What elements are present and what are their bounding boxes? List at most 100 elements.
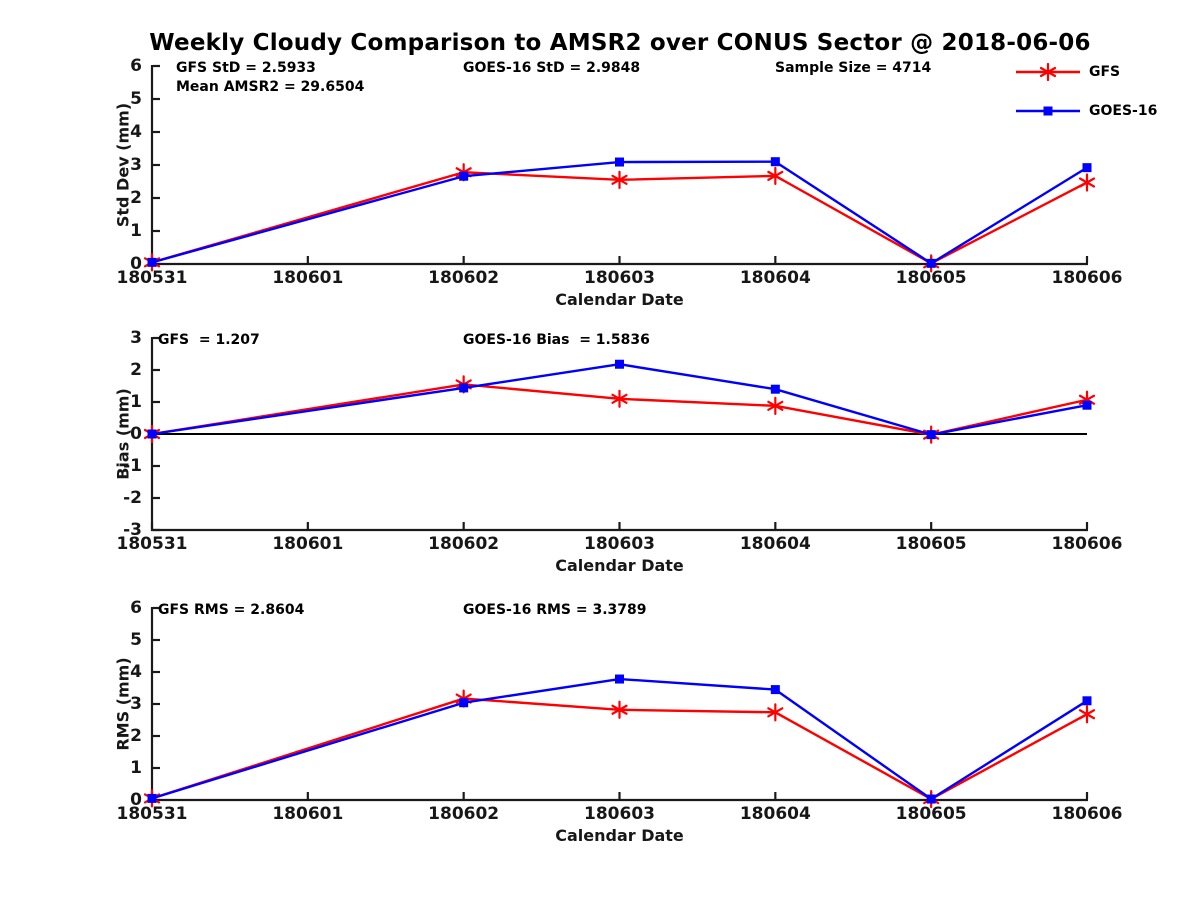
x-tick-label: 180602 (428, 268, 500, 288)
gfs-asterisk-marker (1078, 173, 1096, 192)
y-tick-label: -2 (123, 488, 142, 508)
goes-16-square-marker (147, 793, 157, 803)
x-tick-label: 180602 (428, 534, 500, 554)
series-gfs (143, 163, 1096, 273)
y-tick-label: 2 (130, 188, 142, 208)
goes-16-square-marker (1082, 400, 1092, 410)
y-tick-label: 4 (130, 662, 142, 682)
goes-16-square-marker (459, 171, 469, 181)
series-line-goes-16 (151, 677, 1088, 801)
y-tick-label: -3 (123, 520, 142, 540)
subplot-rms (143, 606, 1096, 809)
x-axis-label-std-dev: Calendar Date (555, 290, 684, 309)
x-tick-label: 180604 (739, 268, 811, 288)
goes-16-square-marker (770, 157, 780, 167)
annotation-rms: GFS RMS = 2.8604 (158, 602, 305, 618)
goes-16-square-marker (147, 429, 157, 439)
annotation-bias: GOES-16 Bias = 1.5836 (463, 332, 650, 348)
annotation-std-dev: GFS StD = 2.5933 (176, 60, 316, 76)
y-tick-label: 1 (130, 758, 142, 778)
annotation-std-dev: Sample Size = 4714 (775, 60, 932, 76)
y-tick-label: 5 (130, 89, 142, 109)
legend-label: GOES-16 (1089, 103, 1158, 119)
y-tick-label: -1 (123, 456, 142, 476)
annotation-std-dev: GOES-16 StD = 2.9848 (463, 60, 641, 76)
goes-16-square-marker (770, 685, 780, 695)
y-tick-label: 3 (130, 328, 142, 348)
y-tick-label: 1 (130, 221, 142, 241)
y-tick-label: 0 (130, 424, 142, 444)
gfs-asterisk-marker (767, 396, 784, 415)
goes-16-square-marker (1082, 696, 1092, 706)
goes-16-square-marker (147, 257, 157, 267)
series-gfs (143, 689, 1096, 809)
goes-16-square-marker (615, 674, 624, 684)
x-tick-label: 180606 (1051, 804, 1123, 824)
y-tick-label: 4 (130, 122, 142, 142)
goes-16-square-marker (615, 359, 624, 369)
y-tick-label: 3 (130, 694, 142, 714)
legend: GFS GOES-16 (1016, 63, 1157, 141)
gfs-asterisk-marker (767, 703, 784, 722)
y-tick-label: 0 (130, 790, 142, 810)
series-line-gfs (151, 697, 1088, 801)
annotation-rms: GOES-16 RMS = 3.3789 (463, 602, 647, 618)
legend-entry-goes-16: GOES-16 (1016, 102, 1157, 120)
x-tick-label: 180605 (895, 534, 967, 554)
x-tick-label: 180602 (428, 804, 500, 824)
x-tick-label: 180531 (116, 804, 188, 824)
x-tick-label: 180531 (116, 268, 188, 288)
x-tick-label: 180601 (272, 268, 344, 288)
goes-16-square-marker (926, 258, 936, 268)
y-axis-label-bias: Bias (mm) (113, 388, 133, 480)
y-tick-label: 6 (130, 598, 142, 618)
x-axis-label-rms: Calendar Date (555, 826, 684, 845)
subplot-std-dev (143, 64, 1096, 273)
legend-entry-gfs: GFS (1016, 63, 1157, 81)
y-tick-label: 3 (130, 155, 142, 175)
gfs-asterisk-marker (767, 166, 784, 185)
goes-16-square-marker (770, 384, 780, 394)
series-goes-16 (147, 157, 1092, 268)
x-tick-label: 180603 (584, 534, 655, 554)
series-line-goes-16 (151, 363, 1088, 436)
x-tick-label: 180601 (272, 804, 344, 824)
x-tick-label: 180603 (584, 268, 655, 288)
series-line-goes-16 (151, 160, 1088, 265)
gfs-asterisk-marker (1078, 705, 1096, 724)
x-tick-label: 180604 (739, 804, 811, 824)
series-goes-16 (147, 674, 1092, 804)
x-tick-label: 180605 (895, 804, 967, 824)
gfs-asterisk-marker (611, 389, 628, 408)
x-tick-label: 180605 (895, 268, 967, 288)
y-axis-label-std-dev: Std Dev (mm) (113, 102, 133, 228)
goes-16-square-marker (1043, 106, 1053, 116)
goes-16-square-marker (1082, 163, 1092, 173)
legend-key-icon (1016, 63, 1080, 81)
x-tick-label: 180604 (739, 534, 811, 554)
x-tick-label: 180603 (584, 804, 655, 824)
legend-key-icon (1016, 106, 1080, 116)
goes-16-square-marker (459, 698, 469, 708)
y-tick-label: 2 (130, 360, 142, 380)
x-tick-label: 180531 (116, 534, 188, 554)
goes-16-square-marker (926, 430, 936, 440)
annotation-std-dev: Mean AMSR2 = 29.6504 (176, 79, 365, 95)
y-tick-label: 6 (130, 56, 142, 76)
gfs-asterisk-marker (611, 700, 628, 719)
series-goes-16 (147, 359, 1092, 440)
y-tick-label: 5 (130, 630, 142, 650)
y-tick-label: 2 (130, 726, 142, 746)
legend-label: GFS (1089, 64, 1121, 80)
gfs-asterisk-marker (611, 170, 628, 189)
x-tick-label: 180601 (272, 534, 344, 554)
series-line-gfs (151, 171, 1088, 265)
y-axis-label-rms: RMS (mm) (113, 657, 133, 751)
figure-title: Weekly Cloudy Comparison to AMSR2 over C… (149, 30, 1091, 56)
goes-16-square-marker (459, 383, 469, 393)
gfs-asterisk-marker (1039, 63, 1057, 81)
subplot-bias (143, 336, 1096, 532)
y-tick-label: 1 (130, 392, 142, 412)
